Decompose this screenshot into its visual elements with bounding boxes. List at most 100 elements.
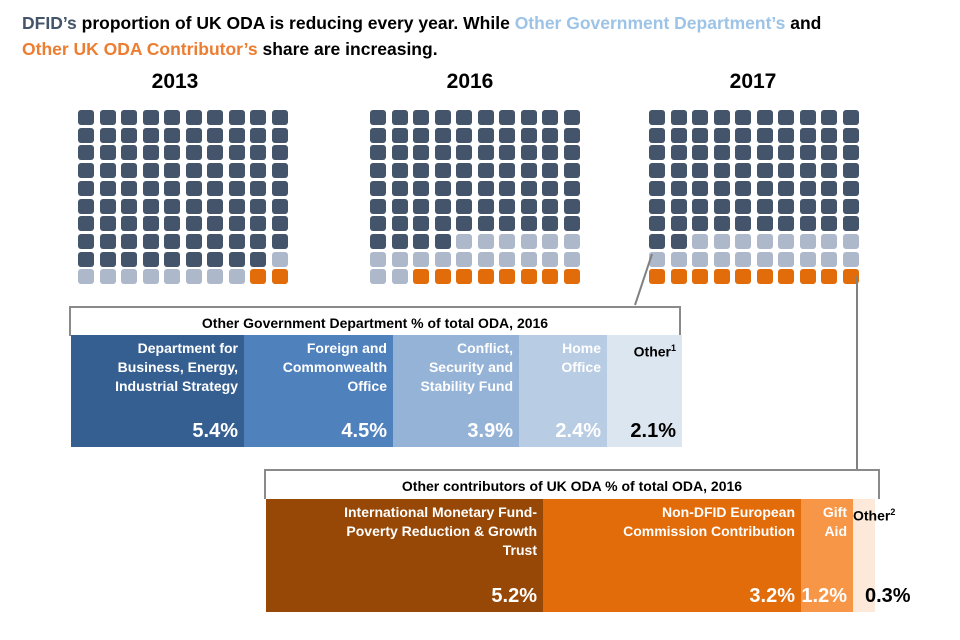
- waffle-square-dfid: [78, 145, 94, 161]
- headline-contributors: Other UK ODA Contributor’s: [22, 39, 258, 59]
- waffle-square-dfid: [121, 145, 137, 161]
- waffle-square-dfid: [456, 145, 472, 161]
- waffle-square-dfid: [99, 127, 116, 143]
- waffle-square-ogd: [735, 233, 751, 249]
- waffle-square-ogd: [499, 251, 515, 267]
- waffle-square-dfid: [121, 251, 137, 267]
- waffle-square-dfid: [250, 110, 266, 125]
- waffle-square-dfid: [78, 198, 94, 214]
- contrib-segment-value: 1.2%: [801, 585, 847, 607]
- waffle-square-contrib: [542, 269, 558, 285]
- waffle-square-dfid: [391, 216, 408, 232]
- waffle-square-dfid: [842, 163, 859, 179]
- waffle-square-dfid: [756, 145, 773, 161]
- waffle-square-dfid: [434, 145, 451, 161]
- waffle-square-dfid: [413, 163, 429, 179]
- waffle-square-dfid: [78, 163, 94, 179]
- waffle-square-dfid: [78, 233, 94, 249]
- ogd-segment: Foreign and Commonwealth Office 4.5%: [244, 335, 393, 447]
- waffle-square-dfid: [842, 180, 859, 196]
- waffle-square-dfid: [542, 110, 558, 125]
- waffle-square-dfid: [520, 110, 537, 125]
- waffle-square-dfid: [164, 163, 180, 179]
- waffle-square-ogd: [692, 233, 708, 249]
- ogd-segment: Conflict, Security and Stability Fund 3.9%: [393, 335, 519, 447]
- waffle-square-dfid: [142, 110, 159, 125]
- waffle-square-dfid: [164, 145, 180, 161]
- waffle-square-dfid: [456, 180, 472, 196]
- waffle-square-dfid: [228, 216, 245, 232]
- waffle-square-dfid: [121, 233, 137, 249]
- waffle-square-dfid: [99, 110, 116, 125]
- waffle-square-dfid: [271, 216, 288, 232]
- waffle-square-dfid: [271, 180, 288, 196]
- waffle-square-dfid: [228, 127, 245, 143]
- waffle-square-dfid: [271, 145, 288, 161]
- waffle-square-ogd: [499, 233, 515, 249]
- waffle-square-dfid: [649, 198, 665, 214]
- waffle-square-dfid: [99, 233, 116, 249]
- waffle-square-ogd: [456, 233, 472, 249]
- waffle-square-dfid: [692, 145, 708, 161]
- waffle-square-dfid: [413, 233, 429, 249]
- waffle-square-dfid: [207, 233, 223, 249]
- waffle-square-contrib: [649, 269, 665, 285]
- waffle-square-dfid: [99, 198, 116, 214]
- waffle-square-dfid: [121, 180, 137, 196]
- ogd-segment: Department for Business, Energy, Industria…: [71, 335, 244, 447]
- waffle-square-dfid: [250, 198, 266, 214]
- waffle-square-dfid: [692, 198, 708, 214]
- waffle-square-dfid: [142, 180, 159, 196]
- waffle-square-dfid: [228, 251, 245, 267]
- waffle-square-dfid: [821, 180, 837, 196]
- waffle-square-dfid: [799, 163, 816, 179]
- waffle-square-dfid: [456, 216, 472, 232]
- ogd-table-title: Other Government Department % of total O…: [69, 306, 681, 336]
- waffle-square-dfid: [477, 110, 494, 125]
- waffle-square-dfid: [477, 163, 494, 179]
- ogd-segment-value: 2.1%: [630, 420, 676, 442]
- waffle-square-contrib: [477, 269, 494, 285]
- waffle-title-2017: 2017: [729, 70, 777, 93]
- waffle-square-dfid: [520, 216, 537, 232]
- waffle-square-dfid: [670, 163, 687, 179]
- waffle-square-ogd: [370, 251, 386, 267]
- waffle-square-dfid: [185, 163, 202, 179]
- contrib-footnote-marker: 2: [890, 507, 896, 517]
- waffle-title-2016: 2016: [446, 70, 494, 93]
- waffle-square-dfid: [735, 145, 751, 161]
- waffle-square-dfid: [434, 216, 451, 232]
- waffle-square-dfid: [413, 127, 429, 143]
- waffle-square-dfid: [756, 163, 773, 179]
- waffle-square-dfid: [649, 145, 665, 161]
- waffle-square-dfid: [413, 180, 429, 196]
- waffle-square-dfid: [228, 110, 245, 125]
- waffle-square-dfid: [456, 198, 472, 214]
- waffle-square-dfid: [499, 180, 515, 196]
- waffle-square-dfid: [370, 127, 386, 143]
- waffle-square-dfid: [78, 180, 94, 196]
- ogd-segment-value: 3.9%: [467, 420, 513, 442]
- waffle-square-dfid: [842, 145, 859, 161]
- headline-dfid: DFID’s: [22, 13, 77, 33]
- waffle-square-dfid: [164, 251, 180, 267]
- waffle-square-dfid: [370, 198, 386, 214]
- waffle-square-dfid: [821, 145, 837, 161]
- waffle-square-dfid: [649, 163, 665, 179]
- waffle-square-contrib: [250, 269, 266, 285]
- waffle-square-contrib: [713, 269, 730, 285]
- waffle-square-dfid: [413, 145, 429, 161]
- waffle-square-dfid: [563, 198, 580, 214]
- waffle-square-dfid: [520, 163, 537, 179]
- waffle-square-dfid: [499, 145, 515, 161]
- waffle-square-ogd: [563, 251, 580, 267]
- waffle-square-dfid: [692, 163, 708, 179]
- waffle-square-dfid: [520, 198, 537, 214]
- contrib-segment-label: Gift Aid: [822, 504, 847, 539]
- waffle-square-dfid: [821, 163, 837, 179]
- waffle-square-dfid: [164, 180, 180, 196]
- waffle-square-dfid: [477, 127, 494, 143]
- waffle-square-ogd: [99, 269, 116, 285]
- waffle-square-dfid: [185, 180, 202, 196]
- waffle-square-dfid: [799, 216, 816, 232]
